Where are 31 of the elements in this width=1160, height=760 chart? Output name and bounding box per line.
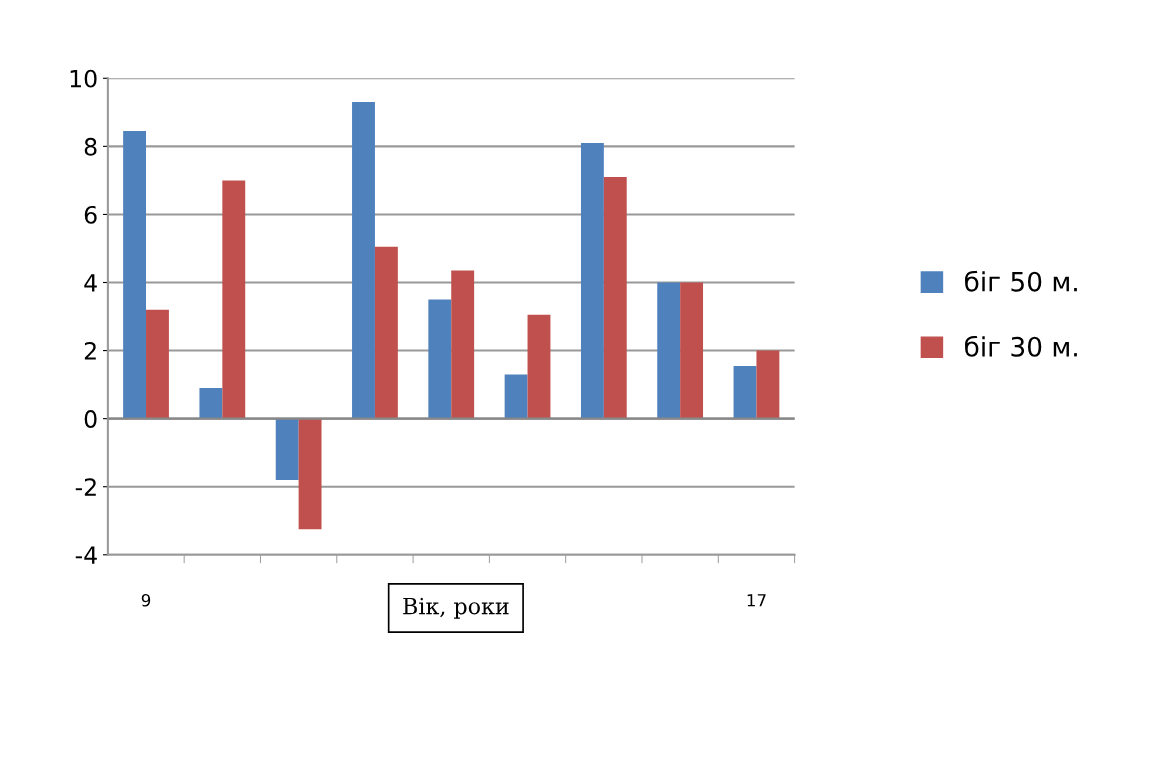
bar: [222, 180, 246, 419]
x-axis-title: Вік, роки: [403, 597, 509, 619]
bar: [352, 102, 375, 419]
y-tick-label: -2: [75, 478, 96, 496]
x-tick-label: 17: [747, 594, 766, 607]
y-tick-label: 0: [84, 410, 97, 428]
bar: [657, 282, 681, 419]
y-tick-label: 8: [84, 137, 97, 156]
bar: [451, 270, 475, 419]
bar: [527, 314, 551, 419]
y-tick-label: -4: [75, 546, 97, 564]
legend-label: біг 50 м.: [965, 270, 1077, 292]
y-tick-label: 10: [70, 69, 97, 88]
legend-label: біг 30 м.: [965, 335, 1077, 357]
bar: [275, 418, 299, 480]
y-tick-label: 2: [84, 342, 96, 360]
bar: [123, 131, 147, 419]
bar: [374, 246, 398, 419]
y-tick-label: 6: [84, 205, 97, 224]
bar: [733, 365, 757, 419]
y-tick-label: 4: [84, 274, 97, 292]
bar: [146, 309, 169, 419]
x-tick-label: 9: [141, 593, 151, 607]
bar: [756, 350, 780, 419]
bar: [680, 282, 704, 419]
bar: [580, 142, 604, 419]
bar: [298, 418, 322, 530]
bar: [428, 299, 452, 419]
bar: [504, 374, 528, 419]
bar: [199, 388, 223, 419]
bar: [603, 176, 627, 419]
